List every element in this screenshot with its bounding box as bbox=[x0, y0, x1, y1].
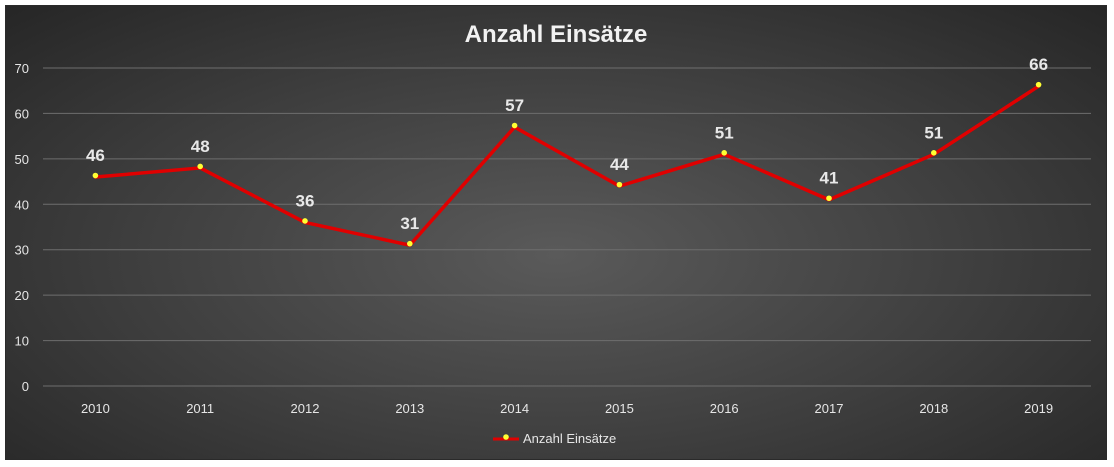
data-point-2013 bbox=[407, 240, 413, 247]
x-tick-label-2013: 2013 bbox=[395, 401, 424, 416]
x-tick-label-2017: 2017 bbox=[815, 401, 844, 416]
chart-title: Anzahl Einsätze bbox=[465, 21, 648, 48]
y-tick-label-0: 0 bbox=[22, 379, 29, 394]
data-point-2019 bbox=[1035, 81, 1042, 88]
data-label-2010: 46 bbox=[86, 146, 105, 165]
data-label-2015: 44 bbox=[610, 155, 629, 174]
legend-marker-swatch bbox=[503, 434, 509, 440]
x-tick-label-2012: 2012 bbox=[291, 401, 320, 416]
data-label-2017: 41 bbox=[820, 169, 839, 188]
y-tick-label-30: 30 bbox=[15, 243, 29, 258]
y-tick-label-20: 20 bbox=[15, 288, 29, 303]
y-tick-label-60: 60 bbox=[15, 106, 29, 121]
gridlines bbox=[43, 67, 1091, 387]
data-label-2014: 57 bbox=[505, 96, 524, 115]
data-label-2019: 66 bbox=[1029, 55, 1048, 74]
x-axis-ticks: 2010 2011 2012 2013 2014 2015 2016 2017 2018 2019 bbox=[81, 401, 1053, 416]
data-labels: 46 48 36 31 57 44 51 41 51 66 bbox=[86, 55, 1048, 233]
x-tick-label-2010: 2010 bbox=[81, 401, 110, 416]
data-point-2018 bbox=[931, 150, 937, 156]
x-tick-label-2019: 2019 bbox=[1024, 401, 1053, 416]
data-point-2010 bbox=[92, 172, 99, 179]
series-line-0 bbox=[93, 84, 1041, 247]
y-tick-label-70: 70 bbox=[15, 61, 29, 76]
series-layer bbox=[92, 81, 1042, 247]
y-axis-ticks: 0 10 20 30 40 50 60 70 bbox=[15, 61, 29, 394]
data-label-2013: 31 bbox=[400, 214, 419, 233]
data-point-2016 bbox=[721, 150, 727, 156]
x-tick-label-2014: 2014 bbox=[500, 401, 529, 416]
y-tick-label-40: 40 bbox=[15, 197, 29, 212]
y-tick-label-50: 50 bbox=[15, 152, 29, 167]
x-tick-label-2018: 2018 bbox=[919, 401, 948, 416]
data-point-2012 bbox=[302, 218, 308, 224]
legend: Anzahl Einsätze bbox=[493, 431, 616, 446]
data-label-2012: 36 bbox=[296, 191, 315, 210]
data-point-2011 bbox=[197, 163, 203, 170]
x-tick-label-2011: 2011 bbox=[186, 401, 214, 416]
x-tick-label-2015: 2015 bbox=[605, 401, 634, 416]
chart-area: Anzahl Einsätze 0 10 20 30 40 50 60 70 2010 2011… bbox=[5, 5, 1107, 460]
data-label-2016: 51 bbox=[715, 123, 734, 142]
data-point-2017 bbox=[826, 195, 832, 202]
data-point-2015 bbox=[616, 181, 623, 188]
data-point-2014 bbox=[511, 122, 518, 129]
data-label-2018: 51 bbox=[924, 123, 943, 142]
y-tick-label-10: 10 bbox=[15, 334, 29, 349]
data-label-2011: 48 bbox=[191, 137, 210, 156]
line-chart: Anzahl Einsätze 0 10 20 30 40 50 60 70 2010 2011… bbox=[15, 21, 1091, 446]
legend-label-anzahl-einsaetze: Anzahl Einsätze bbox=[523, 431, 616, 446]
x-tick-label-2016: 2016 bbox=[710, 401, 739, 416]
